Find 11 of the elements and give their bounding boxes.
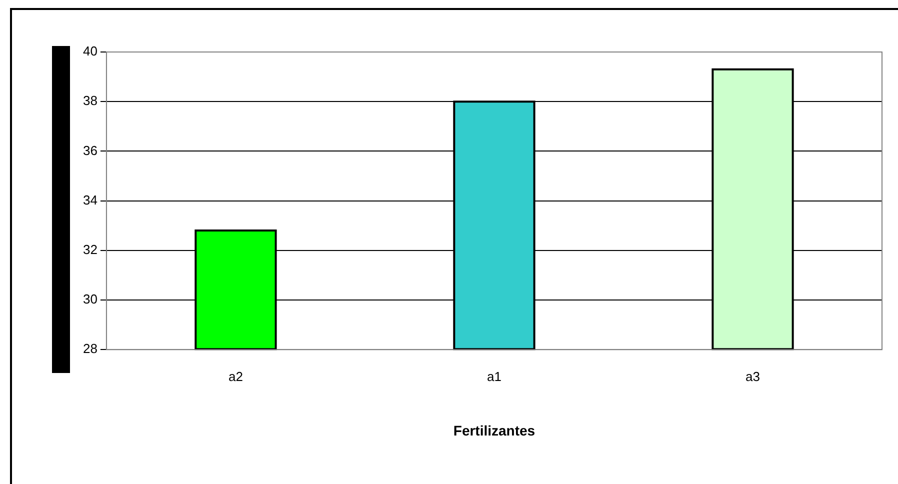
y-tick-label: 34 [82,192,98,208]
x-axis-title: Fertilizantes [453,422,536,438]
y-tick-label: 38 [82,93,98,108]
x-tick-label: a3 [746,368,760,384]
x-tick-label: a1 [486,368,502,384]
y-tick-label: 40 [82,44,98,59]
y-tick-label: 28 [82,341,98,356]
x-tick-label: a2 [228,368,243,384]
y-tick-label: 30 [82,292,98,307]
y-tick-label: 36 [82,142,98,158]
y-tick-label: 32 [82,242,98,257]
